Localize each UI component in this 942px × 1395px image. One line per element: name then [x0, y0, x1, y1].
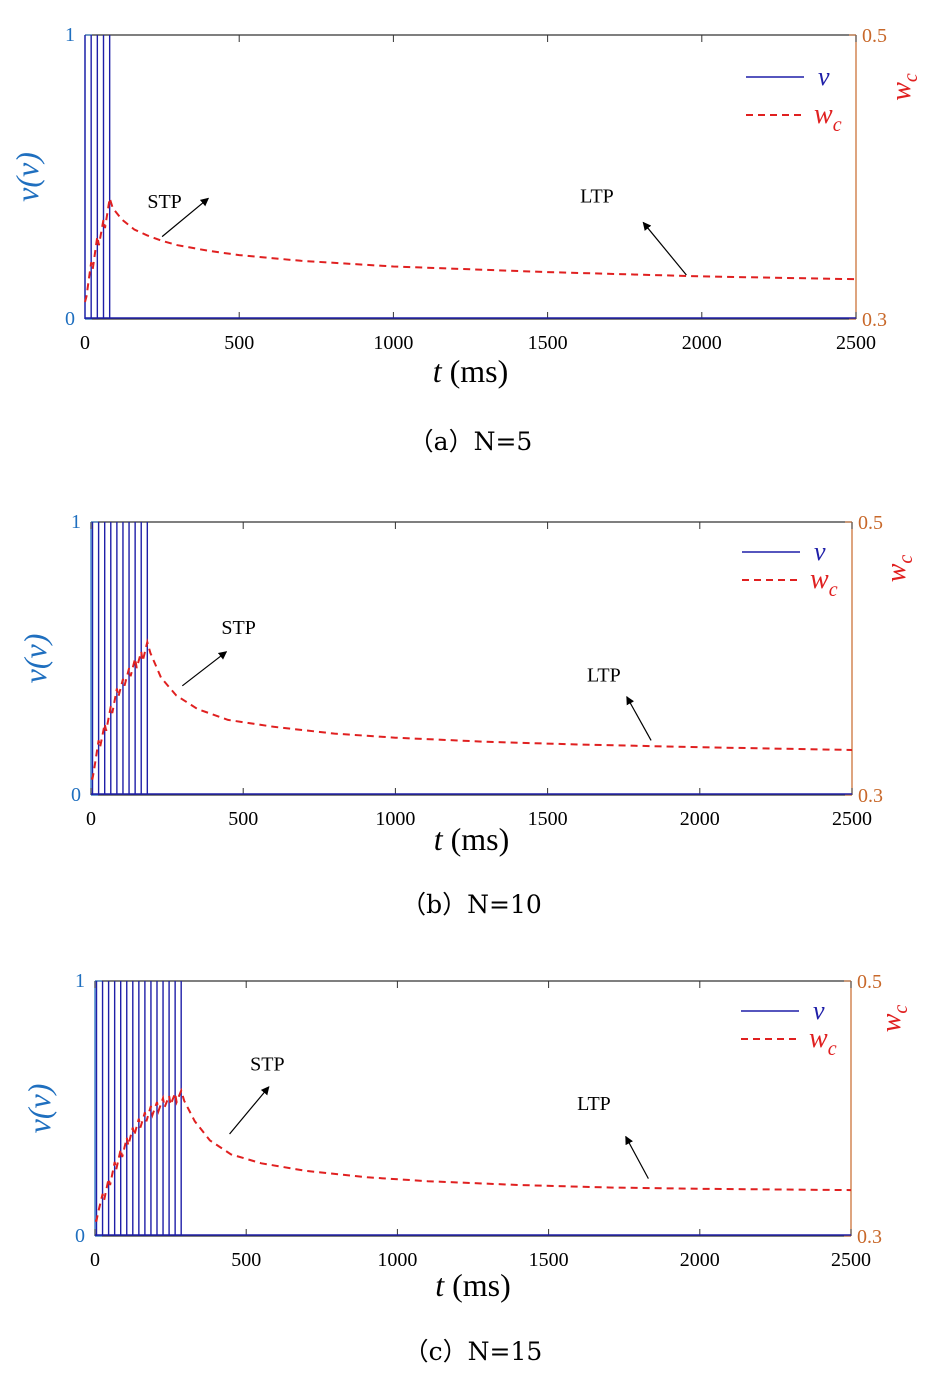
x-axis-label-unit: (ms) — [443, 821, 510, 857]
x-tick-label: 0 — [80, 332, 90, 354]
x-tick-label: 1500 — [528, 332, 568, 354]
panel-caption: （a）N=5 — [409, 427, 533, 456]
annotation-stp: STP — [221, 617, 255, 639]
legend-v-label: v — [818, 62, 830, 91]
right-y-tick-label: 0.3 — [858, 785, 883, 807]
legend-wc-main: w — [814, 99, 833, 130]
x-tick-label: 2500 — [832, 808, 872, 830]
x-axis-label: t (ms) — [434, 821, 510, 857]
right-y-tick-label: 0.3 — [857, 1226, 882, 1248]
x-axis-label-var: t — [435, 1267, 445, 1303]
x-axis-label-var: t — [434, 821, 444, 857]
left-y-tick-label: 0 — [71, 784, 81, 806]
left-y-axis-label: v(v) — [9, 152, 45, 202]
panel-caption: （b）N=10 — [401, 890, 542, 919]
right-y-tick-label: 0.5 — [857, 971, 882, 993]
legend-wc-subscript: c — [828, 1038, 837, 1060]
x-axis-label: t (ms) — [435, 1267, 511, 1303]
x-tick-label: 2000 — [680, 1249, 720, 1271]
legend-wc-label: wc — [809, 1023, 837, 1060]
annotation-ltp: LTP — [587, 665, 621, 687]
left-y-axis-label: v(v) — [17, 634, 53, 684]
x-tick-label: 500 — [231, 1249, 261, 1271]
x-tick-label: 1000 — [373, 332, 413, 354]
right-y-axis-label-main: w — [876, 1013, 907, 1032]
x-tick-label: 1000 — [377, 1249, 417, 1271]
x-tick-label: 500 — [224, 332, 254, 354]
right-y-axis-label-main: w — [886, 82, 917, 101]
x-tick-label: 2500 — [831, 1249, 871, 1271]
legend-v-label: v — [813, 996, 825, 1025]
annotation-ltp: LTP — [577, 1093, 611, 1115]
wc-curve — [84, 198, 857, 303]
annotation-stp: STP — [147, 191, 181, 213]
right-y-axis-label-subscript: c — [900, 73, 922, 82]
annotation-arrow — [229, 1086, 270, 1135]
wc-curve — [91, 638, 853, 780]
legend-wc-subscript: c — [833, 114, 842, 136]
legend-wc-label: wc — [810, 564, 838, 601]
left-y-tick-label: 0 — [65, 308, 75, 330]
left-y-axis-label: v(v) — [21, 1084, 57, 1134]
panel-caption: （c）N=15 — [404, 1337, 543, 1366]
left-y-tick-label: 1 — [75, 970, 85, 992]
annotation-arrow — [642, 221, 687, 276]
left-y-tick-label: 1 — [65, 24, 75, 46]
right-y-axis-label-subscript: c — [895, 555, 917, 564]
x-axis-label-unit: (ms) — [442, 353, 509, 389]
x-tick-label: 0 — [90, 1249, 100, 1271]
annotation-arrow — [625, 1135, 649, 1179]
x-tick-label: 2000 — [680, 808, 720, 830]
legend-wc-main: w — [810, 564, 829, 595]
x-axis-label-var: t — [433, 353, 443, 389]
x-tick-label: 2000 — [682, 332, 722, 354]
right-y-axis-label-subscript: c — [890, 1005, 912, 1014]
right-y-tick-label: 0.5 — [858, 512, 883, 534]
legend-wc-main: w — [809, 1023, 828, 1054]
x-tick-label: 1000 — [375, 808, 415, 830]
legend-wc-subscript: c — [829, 579, 838, 601]
x-tick-label: 1500 — [528, 808, 568, 830]
wc-curve — [95, 1087, 852, 1222]
right-y-tick-label: 0.3 — [862, 309, 887, 331]
x-axis-label: t (ms) — [433, 353, 509, 389]
legend-v-label: v — [814, 537, 826, 566]
right-y-axis-label-main: w — [881, 563, 912, 582]
x-tick-label: 2500 — [836, 332, 876, 354]
left-y-tick-label: 0 — [75, 1225, 85, 1247]
right-y-axis-label: wc — [886, 73, 922, 101]
left-y-tick-label: 1 — [71, 511, 81, 533]
x-axis-label-unit: (ms) — [444, 1267, 511, 1303]
right-y-axis-label: wc — [881, 555, 917, 583]
x-tick-label: 500 — [228, 808, 258, 830]
x-tick-label: 0 — [86, 808, 96, 830]
right-y-tick-label: 0.5 — [862, 25, 887, 47]
annotation-ltp: LTP — [580, 186, 614, 208]
annotation-arrow — [626, 695, 652, 741]
right-y-axis-label: wc — [876, 1005, 912, 1033]
annotation-stp: STP — [250, 1053, 284, 1075]
x-tick-label: 1500 — [529, 1249, 569, 1271]
annotation-arrow — [161, 197, 210, 238]
legend-wc-label: wc — [814, 99, 842, 136]
annotation-arrow — [181, 651, 228, 687]
